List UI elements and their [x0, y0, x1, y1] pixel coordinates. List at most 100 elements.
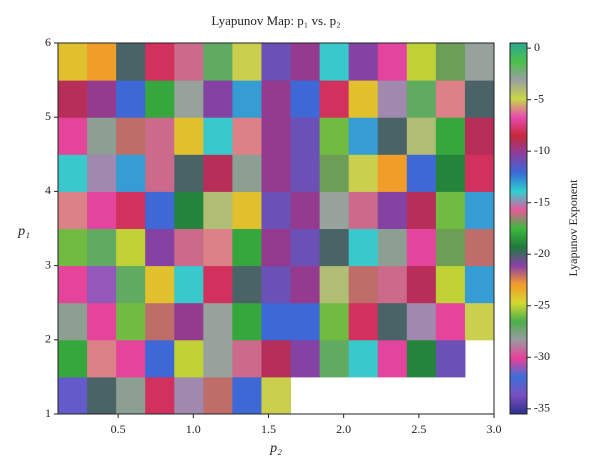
heatmap-cell [232, 228, 262, 267]
heatmap-cell [435, 43, 466, 81]
heatmap-cell [58, 154, 88, 192]
colorbar-tick-label: -5 [534, 91, 544, 105]
heatmap-cell [435, 191, 466, 229]
heatmap-cell [116, 191, 146, 229]
heatmap-cell [174, 154, 204, 192]
heatmap-cell [435, 228, 466, 267]
heatmap-cell [377, 191, 408, 229]
heatmap-cell [435, 265, 466, 304]
y-tick-label: 6 [45, 35, 51, 49]
heatmap-cell [116, 376, 146, 415]
heatmap-cell [203, 339, 233, 378]
heatmap-cell [232, 302, 262, 341]
heatmap-cell [377, 302, 408, 341]
heatmap-cell [319, 191, 350, 229]
heatmap-cell [261, 154, 292, 192]
heatmap-cell [290, 80, 321, 118]
heatmap-cell [58, 43, 88, 81]
heatmap-cell [145, 43, 175, 81]
heatmap-cell [377, 265, 408, 304]
colorbar-tick-label: -15 [534, 194, 550, 208]
heatmap-cell [348, 117, 379, 155]
colorbar-tick-label: -30 [534, 349, 550, 363]
heatmap-cell [145, 302, 175, 341]
heatmap-cell [319, 339, 350, 378]
x-tick-label: 3.0 [487, 422, 502, 436]
heatmap-cell [377, 339, 408, 378]
x-tick-label: 2.5 [411, 422, 426, 436]
heatmap-cell [174, 80, 204, 118]
x-tick-label: 2.0 [336, 422, 351, 436]
heatmap-cell [319, 302, 350, 341]
y-axis-label: p₁ [17, 224, 30, 239]
heatmap-cell [261, 43, 292, 81]
heatmap-cell [87, 339, 117, 378]
heatmap-cell [87, 191, 117, 229]
y-tick-label: 1 [45, 406, 51, 420]
heatmap-cell [116, 339, 146, 378]
y-tick-label: 4 [45, 183, 51, 197]
heatmap-cell [261, 191, 292, 229]
heatmap-cell [232, 117, 262, 155]
heatmap-cell [116, 43, 146, 81]
x-tick-label: 0.5 [111, 422, 126, 436]
heatmap-cell [232, 80, 262, 118]
chart-title: Lyapunov Map: p₁ vs. p₂ [211, 13, 340, 28]
colorbar-label: Lyapunov Exponent [566, 179, 580, 277]
heatmap-cell [464, 117, 495, 155]
heatmap-cell [87, 265, 117, 304]
heatmap-cell [464, 228, 495, 267]
heatmap-cell [348, 80, 379, 118]
y-tick-label: 5 [45, 109, 51, 123]
heatmap-cell [290, 302, 321, 341]
colorbar-tick-label: -35 [534, 401, 550, 415]
heatmap-cell [174, 43, 204, 81]
heatmap-cell [232, 43, 262, 81]
heatmap-cell [145, 376, 175, 415]
x-axis-label: p₂ [269, 441, 282, 456]
heatmap-cell [319, 117, 350, 155]
heatmap-cell [174, 228, 204, 267]
heatmap-cell [232, 154, 262, 192]
heatmap-cell [435, 154, 466, 192]
heatmap-cell [87, 117, 117, 155]
heatmap-cell [58, 80, 88, 118]
heatmap-cell [290, 154, 321, 192]
heatmap-cell [145, 191, 175, 229]
heatmap-cell [261, 265, 292, 304]
heatmap-cell [145, 117, 175, 155]
heatmap-cell [87, 228, 117, 267]
heatmap-cell [58, 191, 88, 229]
plot-frame [57, 42, 495, 415]
heatmap-cell [87, 376, 117, 415]
heatmap-cell [406, 191, 437, 229]
heatmap-cell [464, 43, 495, 81]
heatmap-cell [203, 80, 233, 118]
heatmap-cell [348, 265, 379, 304]
heatmap-cell [377, 80, 408, 118]
colorbar [509, 42, 528, 415]
heatmap-cell [203, 117, 233, 155]
heatmap-cell [348, 302, 379, 341]
heatmap-cell [58, 339, 88, 378]
heatmap-cell [348, 191, 379, 229]
heatmap-cell [116, 228, 146, 267]
heatmap-cell [261, 339, 292, 378]
heatmap-cell [319, 80, 350, 118]
y-tick-label: 3 [45, 257, 51, 271]
heatmap-cell [232, 265, 262, 304]
heatmap-cell [377, 228, 408, 267]
heatmap-cell [319, 228, 350, 267]
heatmap-cell [406, 302, 437, 341]
heatmap-cell [174, 265, 204, 304]
heatmap-cell [290, 228, 321, 267]
heatmap-cell [464, 302, 495, 341]
heatmap-cell [377, 43, 408, 81]
heatmap-cell [232, 339, 262, 378]
heatmap-cell [116, 265, 146, 304]
heatmap-cell [174, 376, 204, 415]
heatmap-cell [290, 265, 321, 304]
heatmap-cell [116, 154, 146, 192]
heatmap-cell [203, 154, 233, 192]
